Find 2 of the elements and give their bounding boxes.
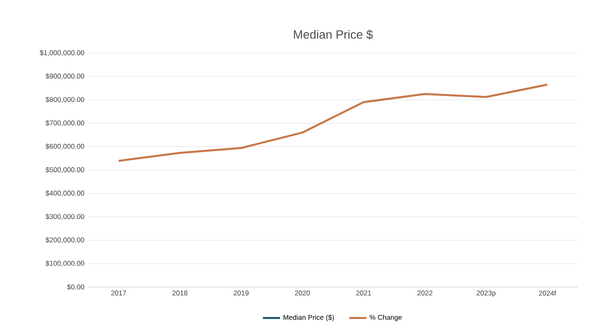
line-series — [118, 84, 548, 162]
chart-title: Median Price $ — [294, 30, 373, 40]
